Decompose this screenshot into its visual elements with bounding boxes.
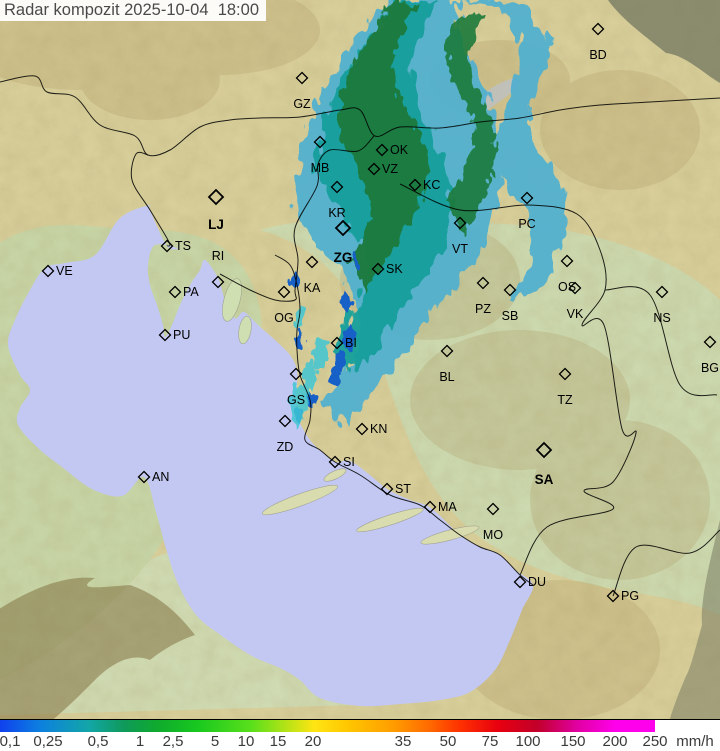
svg-text:BL: BL <box>439 370 454 384</box>
svg-text:MA: MA <box>438 500 457 514</box>
svg-text:GS: GS <box>287 393 305 407</box>
svg-text:ZD: ZD <box>277 440 294 454</box>
svg-text:SK: SK <box>386 262 403 276</box>
svg-text:PA: PA <box>183 285 199 299</box>
svg-text:LJ: LJ <box>208 217 224 232</box>
svg-text:PU: PU <box>173 328 190 342</box>
svg-text:MO: MO <box>483 528 503 542</box>
svg-text:OG: OG <box>274 311 293 325</box>
svg-text:DU: DU <box>528 575 546 589</box>
svg-text:SI: SI <box>343 455 355 469</box>
svg-text:ST: ST <box>395 482 411 496</box>
svg-text:AN: AN <box>152 470 169 484</box>
svg-text:RI: RI <box>212 249 225 263</box>
svg-text:PG: PG <box>621 589 639 603</box>
svg-text:ZG: ZG <box>334 250 353 265</box>
svg-text:VK: VK <box>567 307 584 321</box>
svg-text:MB: MB <box>311 161 330 175</box>
svg-text:SB: SB <box>502 309 519 323</box>
svg-text:KR: KR <box>328 206 345 220</box>
svg-text:SA: SA <box>535 472 554 487</box>
svg-text:TZ: TZ <box>557 393 573 407</box>
svg-text:GZ: GZ <box>293 97 311 111</box>
svg-text:BG: BG <box>701 361 719 375</box>
svg-text:NS: NS <box>653 311 670 325</box>
svg-text:BI: BI <box>345 336 357 350</box>
svg-text:BD: BD <box>589 48 606 62</box>
svg-text:TS: TS <box>175 239 191 253</box>
svg-text:KC: KC <box>423 178 440 192</box>
svg-text:PC: PC <box>518 217 535 231</box>
svg-text:KN: KN <box>370 422 387 436</box>
svg-text:PZ: PZ <box>475 302 491 316</box>
svg-text:VZ: VZ <box>382 162 398 176</box>
svg-text:VE: VE <box>56 264 73 278</box>
svg-text:VT: VT <box>452 242 468 256</box>
svg-text:OK: OK <box>390 143 409 157</box>
svg-text:KA: KA <box>304 281 321 295</box>
